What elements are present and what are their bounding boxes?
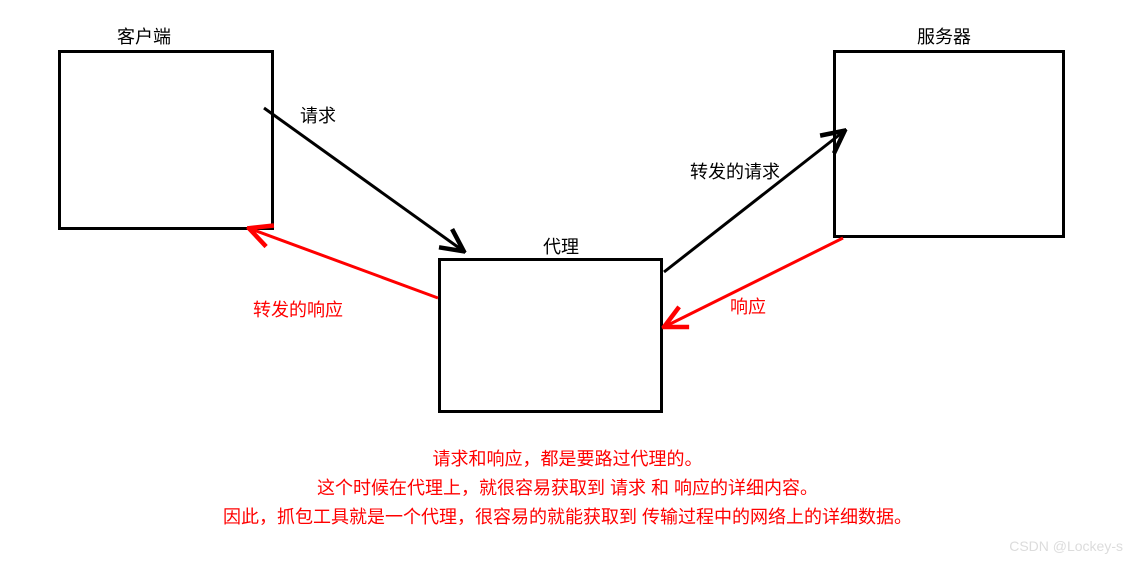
proxy-label: 代理 [543, 233, 579, 259]
arrow-fwd-request [664, 132, 843, 272]
caption-line-3: 因此，抓包工具就是一个代理，很容易的就能获取到 传输过程中的网络上的详细数据。 [0, 503, 1135, 532]
arrow-request [264, 108, 462, 250]
server-box [833, 50, 1065, 238]
response-label: 响应 [730, 293, 766, 319]
fwd-response-label: 转发的响应 [253, 296, 343, 322]
caption: 请求和响应，都是要路过代理的。 这个时候在代理上，就很容易获取到 请求 和 响应… [0, 445, 1135, 531]
server-label: 服务器 [917, 23, 971, 49]
watermark: CSDN @Lockey-s [1009, 538, 1123, 554]
arrow-fwd-response [251, 229, 438, 298]
caption-line-2: 这个时候在代理上，就很容易获取到 请求 和 响应的详细内容。 [0, 474, 1135, 503]
client-box [58, 50, 274, 230]
fwd-request-label: 转发的请求 [690, 158, 780, 184]
caption-line-1: 请求和响应，都是要路过代理的。 [0, 445, 1135, 474]
request-label: 请求 [300, 102, 336, 128]
proxy-box [438, 258, 663, 413]
client-label: 客户端 [117, 23, 171, 49]
